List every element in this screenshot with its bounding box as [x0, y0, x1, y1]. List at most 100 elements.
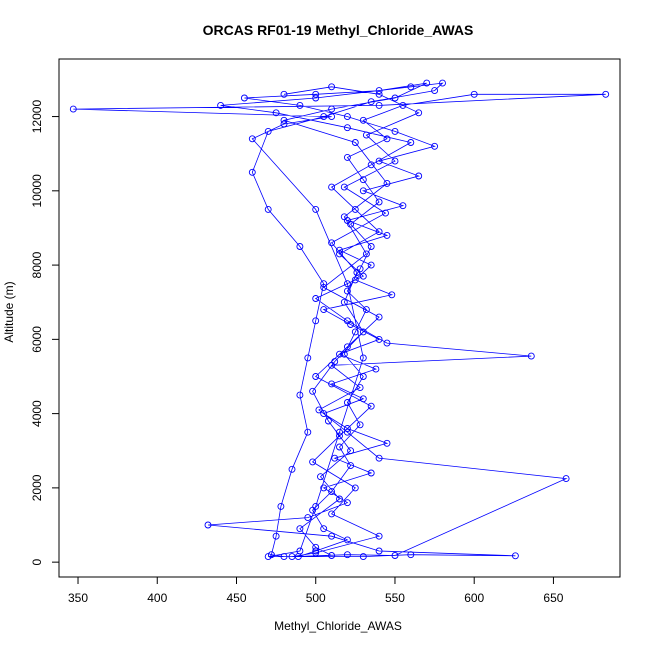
data-point: [375, 547, 383, 555]
data-point: [312, 502, 320, 510]
data-point: [328, 532, 336, 540]
data-point: [336, 432, 343, 440]
chart-title: ORCAS RF01-19 Methyl_Chloride_AWAS: [203, 22, 474, 38]
data-point: [399, 101, 407, 109]
data-point: [375, 454, 383, 462]
data-point: [309, 387, 317, 395]
data-point: [359, 328, 367, 336]
data-point: [362, 250, 370, 258]
data-point: [343, 287, 351, 295]
data-point: [336, 428, 343, 436]
y-tick-label: 6000: [30, 326, 44, 353]
data-point: [391, 127, 399, 135]
x-tick-label: 350: [68, 591, 88, 605]
data-point: [288, 553, 296, 561]
data-point: [382, 209, 389, 217]
data-point: [331, 358, 339, 366]
data-point: [280, 116, 288, 124]
data-point: [328, 510, 336, 518]
data-point: [367, 98, 375, 106]
x-tick-label: 600: [464, 591, 484, 605]
data-point: [315, 406, 323, 414]
data-point: [343, 536, 351, 544]
data-point: [359, 373, 367, 380]
data-point: [204, 521, 212, 529]
data-point: [312, 90, 320, 98]
data-point: [320, 525, 328, 533]
data-point: [312, 547, 320, 555]
data-point: [347, 462, 355, 470]
data-point: [372, 365, 380, 373]
data-point: [336, 246, 343, 254]
data-point: [272, 532, 280, 540]
x-tick-label: 550: [385, 591, 405, 605]
data-point: [383, 339, 391, 347]
data-point: [336, 250, 343, 258]
data-point: [296, 547, 304, 555]
data-point: [351, 328, 359, 336]
y-tick-label: 12000: [30, 100, 44, 134]
data-point: [375, 101, 383, 109]
plot-frame: [58, 58, 621, 578]
data-point: [343, 428, 351, 436]
data-point: [359, 553, 367, 561]
plot-area: [69, 79, 610, 561]
data-point: [375, 532, 383, 540]
data-point: [312, 94, 320, 102]
data-point: [304, 354, 312, 362]
x-tick-label: 450: [226, 591, 246, 605]
data-point: [356, 384, 364, 392]
data-point: [280, 90, 288, 98]
data-point: [320, 484, 328, 492]
data-point: [296, 525, 304, 533]
data-point: [383, 179, 391, 187]
data-point: [375, 335, 383, 343]
y-tick-label: 0: [30, 558, 44, 565]
data-point: [431, 87, 439, 95]
data-point: [312, 295, 320, 302]
data-point: [399, 202, 407, 210]
data-point: [351, 205, 359, 213]
data-point: [602, 90, 610, 98]
data-point: [320, 410, 328, 418]
x-axis-label: Methyl_Chloride_AWAS: [274, 619, 402, 633]
y-axis-label: Altitude (m): [2, 281, 16, 342]
data-point: [328, 380, 336, 388]
data-point: [367, 161, 375, 169]
data-point: [312, 373, 320, 380]
y-tick-label: 8000: [30, 251, 44, 278]
data-point: [562, 475, 570, 483]
data-point: [407, 83, 415, 91]
data-point: [340, 298, 348, 306]
series-line: [73, 82, 606, 558]
data-point: [351, 276, 359, 284]
x-tick-label: 650: [543, 591, 563, 605]
data-point: [277, 502, 285, 510]
data-point: [331, 454, 339, 462]
data-point: [340, 183, 348, 191]
data-point: [304, 428, 312, 436]
data-point: [343, 153, 351, 161]
data-point: [340, 213, 348, 221]
data-point: [217, 101, 225, 109]
y-tick-label: 2000: [30, 474, 44, 501]
y-tick-label: 4000: [30, 400, 44, 427]
data-point: [383, 439, 391, 447]
data-point: [359, 354, 367, 362]
data-point: [375, 313, 383, 321]
data-point: [264, 127, 272, 135]
data-point: [391, 94, 399, 102]
x-tick-label: 500: [306, 591, 326, 605]
data-point: [367, 402, 375, 410]
data-point: [320, 113, 328, 121]
data-point: [391, 552, 399, 559]
data-point: [383, 231, 391, 239]
data-point: [248, 135, 256, 143]
data-point: [328, 113, 336, 121]
data-point: [356, 421, 364, 429]
data-point: [431, 142, 439, 150]
data-point: [383, 135, 391, 143]
data-point: [375, 87, 383, 95]
data-point: [362, 306, 370, 314]
